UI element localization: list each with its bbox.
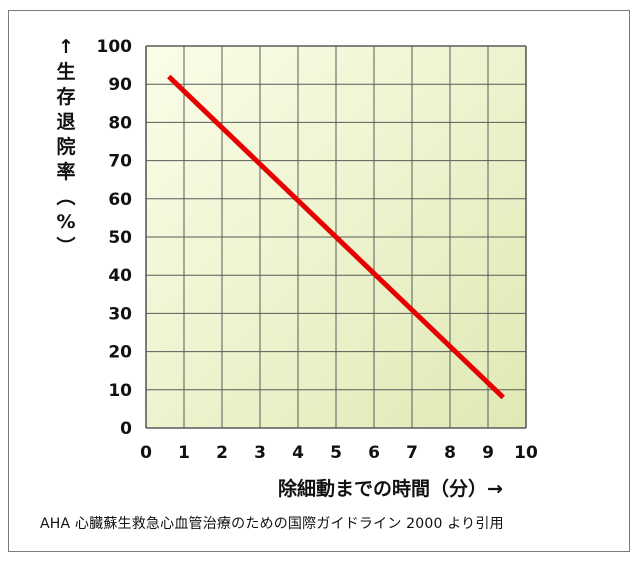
grid-lines — [145, 45, 527, 429]
y-tick-label-20: 20 — [108, 343, 132, 363]
x-tick-label-5: 5 — [330, 443, 342, 463]
x-tick-label-8: 8 — [444, 443, 456, 463]
y-axis-label: ↑ 生存退院率 ︵% ︶ — [56, 36, 76, 258]
x-tick-label-1: 1 — [178, 443, 190, 463]
y-tick-label-60: 60 — [108, 190, 132, 210]
y-tick-label-100: 100 — [97, 37, 133, 57]
y-tick-label-10: 10 — [108, 381, 132, 401]
x-tick-label-10: 10 — [514, 443, 538, 463]
x-axis-label: 除細動までの時間（分）→ — [278, 478, 503, 500]
x-tick-label-0: 0 — [140, 443, 152, 463]
y-tick-label-40: 40 — [108, 266, 132, 286]
y-tick-label-70: 70 — [108, 152, 132, 172]
y-tick-labels: 0 10 20 30 40 50 60 70 80 90 100 — [97, 37, 133, 439]
y-tick-label-50: 50 — [108, 228, 132, 248]
source-annotation: AHA 心臓蘇生救急心血管治療のための国際ガイドライン 2000 より引用 — [40, 516, 504, 532]
y-tick-label-80: 80 — [108, 113, 132, 133]
series-group — [167, 74, 505, 400]
x-tick-label-6: 6 — [368, 443, 380, 463]
x-tick-label-7: 7 — [406, 443, 418, 463]
x-tick-label-2: 2 — [216, 443, 228, 463]
y-tick-label-30: 30 — [108, 304, 132, 324]
x-tick-label-3: 3 — [254, 443, 266, 463]
x-tick-label-9: 9 — [482, 443, 494, 463]
y-tick-label-0: 0 — [120, 419, 132, 439]
y-tick-label-90: 90 — [108, 75, 132, 95]
x-tick-labels: 0 1 2 3 4 5 6 7 8 9 10 — [140, 443, 538, 463]
series-line-0 — [167, 74, 505, 400]
x-tick-label-4: 4 — [292, 443, 304, 463]
